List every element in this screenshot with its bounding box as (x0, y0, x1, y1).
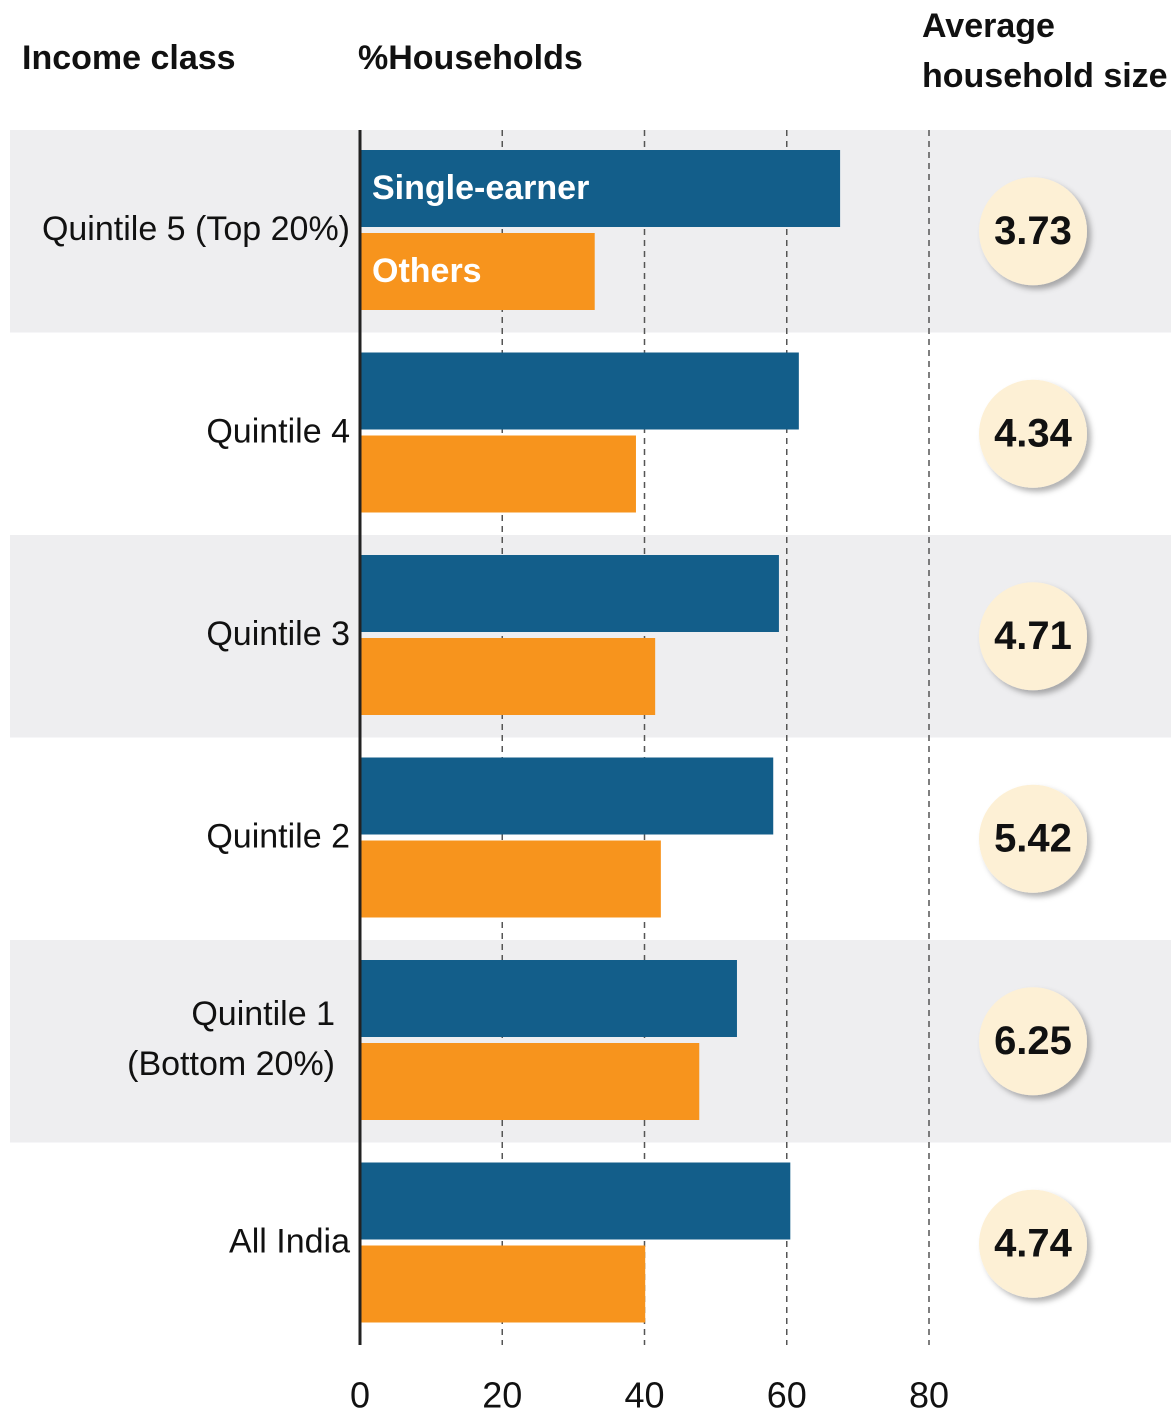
bar (360, 233, 595, 310)
size-value: 4.74 (994, 1221, 1073, 1265)
bar (360, 960, 737, 1037)
category-label: Quintile 3 (206, 615, 350, 653)
size-value: 3.73 (994, 209, 1072, 253)
bar (360, 1245, 646, 1323)
category-label: Quintile 2 (206, 818, 350, 856)
size-value: 4.34 (994, 411, 1073, 455)
legend-label: Single-earner (372, 169, 589, 207)
x-tick-label: 60 (767, 1375, 807, 1416)
bar (360, 1162, 791, 1240)
x-tick-label: 40 (624, 1375, 664, 1416)
x-tick-label: 80 (909, 1375, 949, 1416)
legend-label: Others (372, 252, 482, 290)
size-badge (979, 1189, 1087, 1298)
category-label: Quintile 4 (206, 413, 350, 451)
bar (360, 638, 656, 715)
category-header: Income class (22, 39, 236, 77)
size-badge (979, 784, 1087, 893)
category-label: Quintile 5 (Top 20%) (42, 210, 350, 248)
size-value: 5.42 (994, 816, 1072, 860)
size-header: Average (922, 7, 1055, 45)
bar (360, 150, 841, 227)
size-header: household size (922, 57, 1168, 95)
bar (360, 840, 661, 918)
size-value: 6.25 (994, 1019, 1072, 1063)
bar (360, 1043, 700, 1120)
category-label: All India (229, 1223, 350, 1261)
x-tick-label: 0 (350, 1375, 370, 1416)
category-label: Quintile 1 (191, 995, 335, 1033)
size-badge (979, 987, 1087, 1096)
bar (360, 352, 799, 430)
size-badge (979, 379, 1087, 488)
size-badge (979, 177, 1087, 286)
category-label: (Bottom 20%) (127, 1045, 335, 1083)
bar (360, 757, 774, 835)
x-tick-label: 20 (482, 1375, 522, 1416)
value-header: %Households (358, 39, 583, 77)
size-value: 4.71 (994, 614, 1072, 658)
bar (360, 555, 779, 632)
size-badge (979, 582, 1087, 691)
bar (360, 435, 636, 513)
